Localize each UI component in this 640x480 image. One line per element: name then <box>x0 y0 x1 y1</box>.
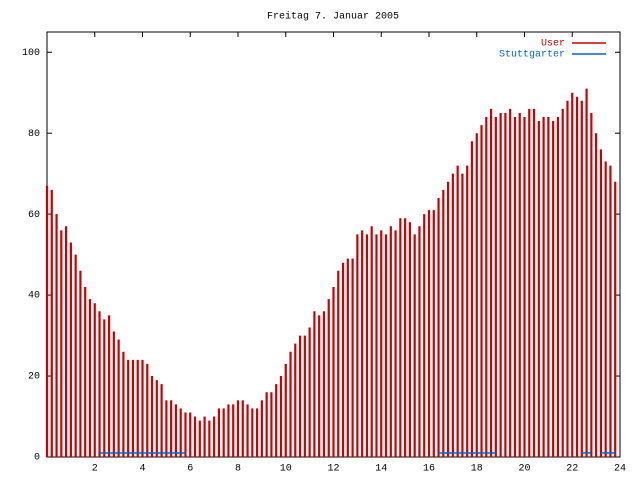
chart-title: Freitag 7. Januar 2005 <box>267 11 399 23</box>
y-tick-label: 80 <box>28 129 40 140</box>
x-tick-label: 22 <box>566 464 578 475</box>
x-tick-label: 24 <box>614 464 626 475</box>
legend-label: Stuttgarter <box>499 50 565 61</box>
x-tick-label: 12 <box>327 464 339 475</box>
y-tick-label: 0 <box>34 453 40 464</box>
legend-label: User <box>541 39 565 50</box>
x-tick-label: 18 <box>471 464 483 475</box>
x-tick-label: 4 <box>139 464 145 475</box>
y-tick-label: 60 <box>28 210 40 221</box>
x-tick-label: 20 <box>518 464 530 475</box>
x-tick-label: 2 <box>92 464 98 475</box>
y-tick-label: 100 <box>22 48 40 59</box>
y-tick-label: 20 <box>28 372 40 383</box>
x-tick-label: 14 <box>375 464 387 475</box>
y-tick-label: 40 <box>28 291 40 302</box>
x-tick-label: 6 <box>187 464 193 475</box>
x-tick-label: 8 <box>235 464 241 475</box>
x-tick-label: 16 <box>423 464 435 475</box>
x-tick-label: 10 <box>280 464 292 475</box>
